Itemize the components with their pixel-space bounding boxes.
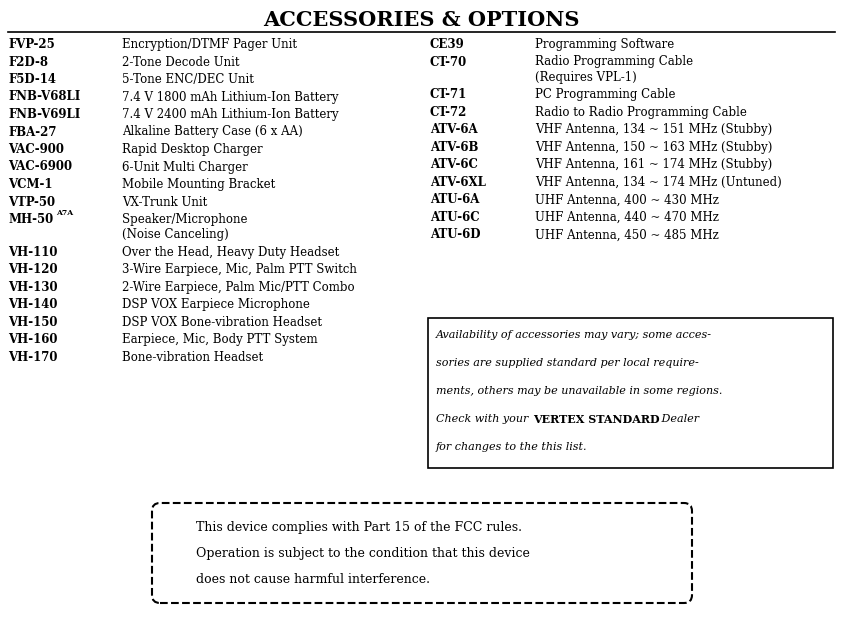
Text: ATU-6D: ATU-6D (430, 229, 481, 241)
Text: DSP VOX Bone-vibration Headset: DSP VOX Bone-vibration Headset (122, 316, 322, 329)
Text: (Requires VPL-1): (Requires VPL-1) (535, 71, 636, 84)
Text: UHF Antenna, 450 ~ 485 MHz: UHF Antenna, 450 ~ 485 MHz (535, 229, 719, 241)
Text: 3-Wire Earpiece, Mic, Palm PTT Switch: 3-Wire Earpiece, Mic, Palm PTT Switch (122, 264, 357, 277)
Text: Radio Programming Cable: Radio Programming Cable (535, 55, 693, 69)
Text: ATV-6B: ATV-6B (430, 141, 478, 154)
Text: DSP VOX Earpiece Microphone: DSP VOX Earpiece Microphone (122, 298, 310, 312)
Text: (Noise Canceling): (Noise Canceling) (122, 229, 228, 241)
Text: Over the Head, Heavy Duty Headset: Over the Head, Heavy Duty Headset (122, 246, 339, 259)
Text: Mobile Mounting Bracket: Mobile Mounting Bracket (122, 178, 276, 191)
Text: for changes to the this list.: for changes to the this list. (436, 442, 588, 452)
Text: VHF Antenna, 134 ~ 151 MHz (Stubby): VHF Antenna, 134 ~ 151 MHz (Stubby) (535, 123, 772, 136)
Text: 5-Tone ENC/DEC Unit: 5-Tone ENC/DEC Unit (122, 73, 254, 86)
Text: VAC-6900: VAC-6900 (8, 161, 72, 173)
Text: ATU-6C: ATU-6C (430, 211, 480, 224)
Text: F5D-14: F5D-14 (8, 73, 56, 86)
Text: VH-140: VH-140 (8, 298, 57, 312)
Text: VH-120: VH-120 (8, 264, 57, 277)
FancyBboxPatch shape (428, 318, 833, 468)
Text: Dealer: Dealer (658, 414, 699, 424)
FancyBboxPatch shape (152, 503, 692, 603)
Text: Operation is subject to the condition that this device: Operation is subject to the condition th… (196, 547, 530, 560)
Text: ATV-6C: ATV-6C (430, 158, 478, 171)
Text: 6-Unit Multi Charger: 6-Unit Multi Charger (122, 161, 248, 173)
Text: VX-Trunk Unit: VX-Trunk Unit (122, 196, 207, 209)
Text: ATV-6A: ATV-6A (430, 123, 478, 136)
Text: VHF Antenna, 161 ~ 174 MHz (Stubby): VHF Antenna, 161 ~ 174 MHz (Stubby) (535, 158, 772, 171)
Text: FNB-V69LI: FNB-V69LI (8, 108, 80, 121)
Text: VHF Antenna, 134 ~ 174 MHz (Untuned): VHF Antenna, 134 ~ 174 MHz (Untuned) (535, 176, 781, 189)
Text: Bone-vibration Headset: Bone-vibration Headset (122, 351, 263, 364)
Text: A7A: A7A (56, 209, 73, 217)
Text: CE39: CE39 (430, 38, 464, 51)
Text: 7.4 V 1800 mAh Lithium-Ion Battery: 7.4 V 1800 mAh Lithium-Ion Battery (122, 90, 339, 103)
Text: does not cause harmful interference.: does not cause harmful interference. (196, 573, 430, 586)
Text: VTP-50: VTP-50 (8, 196, 55, 209)
Text: VERTEX STANDARD: VERTEX STANDARD (533, 414, 659, 425)
Text: 2-Wire Earpiece, Palm Mic/PTT Combo: 2-Wire Earpiece, Palm Mic/PTT Combo (122, 281, 355, 294)
Text: Encryption/DTMF Pager Unit: Encryption/DTMF Pager Unit (122, 38, 297, 51)
Text: Earpiece, Mic, Body PTT System: Earpiece, Mic, Body PTT System (122, 333, 318, 346)
Text: 2-Tone Decode Unit: 2-Tone Decode Unit (122, 55, 239, 69)
Text: This device complies with Part 15 of the FCC rules.: This device complies with Part 15 of the… (196, 521, 522, 534)
Text: Speaker/Microphone: Speaker/Microphone (122, 213, 248, 226)
Text: UHF Antenna, 440 ~ 470 MHz: UHF Antenna, 440 ~ 470 MHz (535, 211, 719, 224)
Text: 7.4 V 2400 mAh Lithium-Ion Battery: 7.4 V 2400 mAh Lithium-Ion Battery (122, 108, 339, 121)
Text: F2D-8: F2D-8 (8, 55, 48, 69)
Text: FVP-25: FVP-25 (8, 38, 55, 51)
Text: ments, others may be unavailable in some regions.: ments, others may be unavailable in some… (436, 386, 722, 396)
Text: Rapid Desktop Charger: Rapid Desktop Charger (122, 143, 263, 156)
Text: FNB-V68LI: FNB-V68LI (8, 90, 80, 103)
Text: VH-160: VH-160 (8, 333, 57, 346)
Text: VH-110: VH-110 (8, 246, 57, 259)
Text: Programming Software: Programming Software (535, 38, 674, 51)
Text: VAC-900: VAC-900 (8, 143, 64, 156)
Text: Radio to Radio Programming Cable: Radio to Radio Programming Cable (535, 106, 747, 119)
Text: FBA-27: FBA-27 (8, 125, 56, 138)
Text: ATU-6A: ATU-6A (430, 193, 480, 206)
Text: CT-70: CT-70 (430, 55, 467, 69)
Text: Availability of accessories may vary; some acces-: Availability of accessories may vary; so… (436, 330, 712, 340)
Text: VH-170: VH-170 (8, 351, 57, 364)
Text: UHF Antenna, 400 ~ 430 MHz: UHF Antenna, 400 ~ 430 MHz (535, 193, 719, 206)
Text: sories are supplied standard per local require-: sories are supplied standard per local r… (436, 358, 699, 368)
Text: ACCESSORIES & OPTIONS: ACCESSORIES & OPTIONS (263, 10, 580, 30)
Text: VHF Antenna, 150 ~ 163 MHz (Stubby): VHF Antenna, 150 ~ 163 MHz (Stubby) (535, 141, 772, 154)
Text: ATV-6XL: ATV-6XL (430, 176, 486, 189)
Text: MH-50: MH-50 (8, 213, 53, 226)
Text: PC Programming Cable: PC Programming Cable (535, 88, 675, 102)
Text: VCM-1: VCM-1 (8, 178, 52, 191)
Text: Alkaline Battery Case (6 x AA): Alkaline Battery Case (6 x AA) (122, 125, 303, 138)
Text: Check with your: Check with your (436, 414, 532, 424)
Text: CT-72: CT-72 (430, 106, 467, 119)
Text: VH-130: VH-130 (8, 281, 57, 294)
Text: CT-71: CT-71 (430, 88, 467, 102)
Text: VH-150: VH-150 (8, 316, 57, 329)
